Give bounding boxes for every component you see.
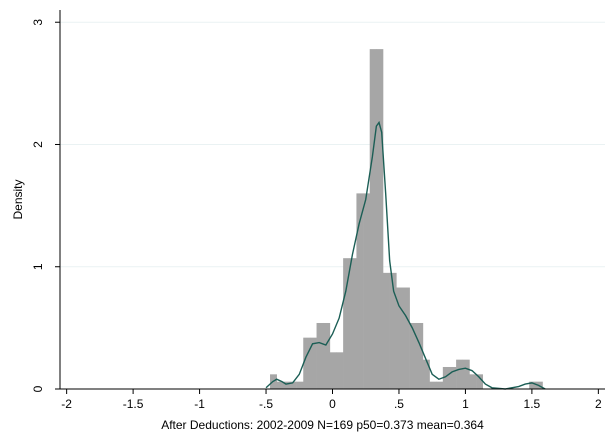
x-tick-label: -1 — [194, 397, 205, 411]
histogram-bar — [416, 322, 424, 389]
histogram-bar — [409, 322, 417, 389]
histogram-bar — [283, 381, 291, 389]
histogram-bar — [323, 322, 331, 389]
y-tick-label: 0 — [31, 385, 45, 392]
histogram-bar — [343, 258, 351, 389]
histogram-bar — [276, 381, 284, 389]
histogram-bar — [369, 49, 377, 389]
x-tick-label: -2 — [61, 397, 72, 411]
histogram-bar — [429, 381, 437, 389]
histogram-bar — [349, 258, 357, 389]
density-curve — [265, 120, 546, 390]
x-axis-title: After Deductions: 2002-2009 N=169 p50=0.… — [161, 418, 484, 432]
histogram-bar — [329, 352, 337, 389]
x-tick-label: .5 — [394, 397, 404, 411]
histogram-bar — [376, 49, 384, 389]
x-tick-label: 1.5 — [524, 397, 541, 411]
histogram-bar — [303, 337, 311, 389]
x-tick-label: -1.5 — [123, 397, 144, 411]
histogram-bar — [402, 287, 410, 389]
y-tick-label: 2 — [31, 141, 45, 148]
histogram-bar — [389, 272, 397, 389]
histogram-bar — [529, 381, 537, 389]
histogram-bar — [289, 381, 297, 389]
histogram-bar — [356, 193, 364, 389]
histogram-bar — [469, 374, 477, 389]
gridlines — [60, 21, 605, 268]
histogram-bar — [309, 337, 317, 389]
x-tick-label: 2 — [595, 397, 602, 411]
histogram-bar — [336, 352, 344, 389]
histogram-bar — [296, 381, 304, 389]
histogram-bars — [270, 49, 543, 389]
histogram-bar — [476, 374, 484, 389]
histogram-bar — [456, 359, 464, 389]
histogram-bar — [442, 366, 450, 389]
y-tick-label: 3 — [31, 19, 45, 26]
histogram-bar — [316, 322, 324, 389]
histogram-bar — [396, 287, 404, 389]
x-tick-label: -.5 — [259, 397, 273, 411]
x-axis-ticks: -2 -1.5 -1 -.5 0 .5 1 1.5 2 — [61, 389, 602, 411]
y-axis-ticks: 0 1 2 3 — [31, 19, 60, 392]
x-tick-label: 1 — [462, 397, 469, 411]
y-tick-label: 1 — [31, 263, 45, 270]
histogram-bar — [436, 381, 444, 389]
x-tick-label: 0 — [329, 397, 336, 411]
histogram-bar — [383, 272, 390, 389]
histogram-bar — [449, 366, 457, 389]
histogram-bar — [462, 359, 470, 389]
histogram-bar — [422, 359, 430, 389]
y-axis-title: Density — [11, 179, 25, 219]
histogram-bar — [363, 193, 371, 389]
